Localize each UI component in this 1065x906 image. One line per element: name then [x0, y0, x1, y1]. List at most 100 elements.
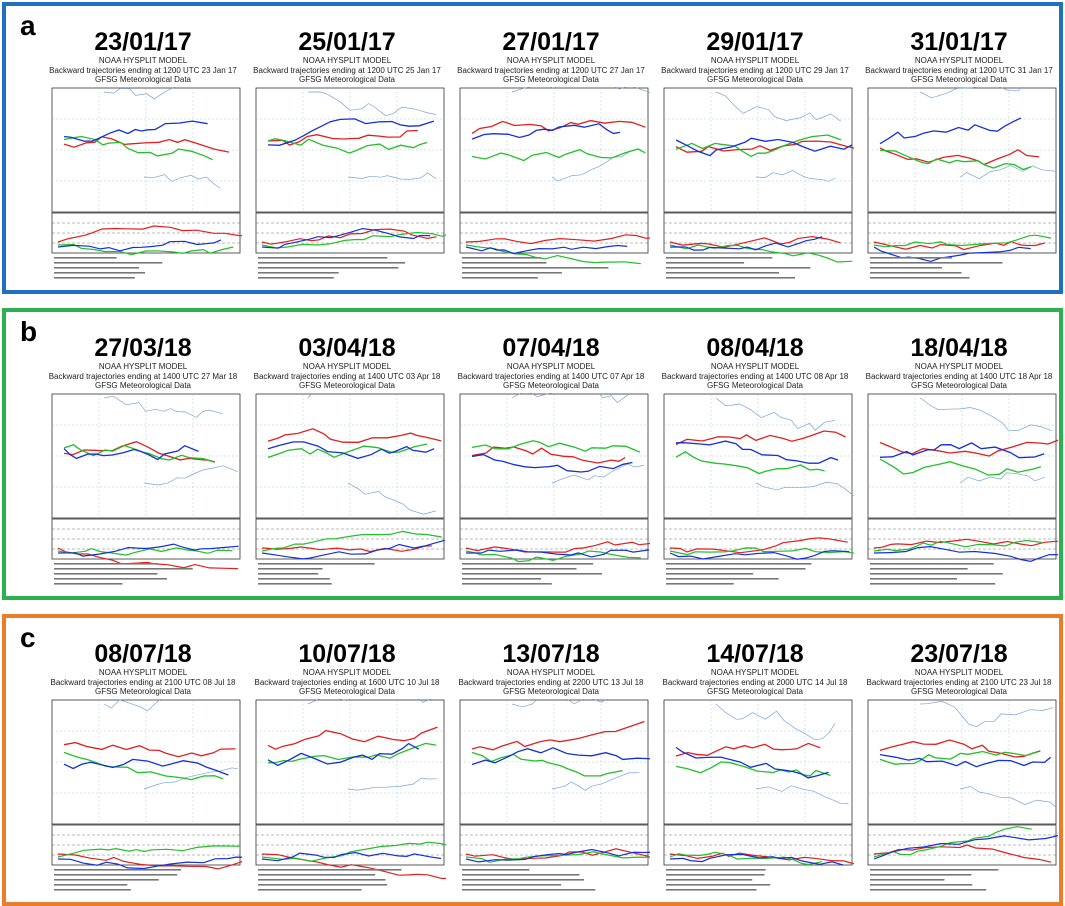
- trajectory-figure: [656, 87, 854, 283]
- panel-date: 10/07/18: [248, 640, 446, 668]
- panel-subtitle: Backward trajectories ending at 1200 UTC…: [860, 66, 1058, 76]
- panel: 23/07/18NOAA HYSPLIT MODELBackward traje…: [860, 640, 1058, 895]
- footer-text: [54, 578, 167, 580]
- panel-date: 07/04/18: [452, 334, 650, 362]
- footer-text: [870, 257, 952, 259]
- footer-text: [258, 583, 332, 585]
- footer-text: [258, 568, 323, 570]
- footer-text: [462, 879, 584, 881]
- panel: 13/07/18NOAA HYSPLIT MODELBackward traje…: [452, 640, 650, 895]
- footer-text: [666, 874, 765, 876]
- met-data: GFSG Meteorological Data: [656, 381, 854, 391]
- footer-text: [870, 889, 986, 891]
- footer-text: [666, 884, 770, 886]
- panel: 27/01/17NOAA HYSPLIT MODELBackward traje…: [452, 28, 650, 283]
- footer-text: [258, 874, 375, 876]
- met-data: GFSG Meteorological Data: [248, 381, 446, 391]
- met-data: GFSG Meteorological Data: [656, 687, 854, 697]
- footer-text: [462, 257, 541, 259]
- footer-text: [666, 573, 753, 575]
- panel: 18/04/18NOAA HYSPLIT MODELBackward traje…: [860, 334, 1058, 589]
- trajectory-figure: [860, 393, 1058, 589]
- footer-text: [666, 889, 756, 891]
- footer-text: [54, 874, 177, 876]
- footer-text: [870, 884, 972, 886]
- footer-text: [258, 267, 398, 269]
- panel-date: 13/07/18: [452, 640, 650, 668]
- model-name: NOAA HYSPLIT MODEL: [860, 668, 1058, 678]
- footer-text: [666, 262, 744, 264]
- panel-date: 03/04/18: [248, 334, 446, 362]
- panel-subtitle: Backward trajectories ending at 1200 UTC…: [656, 66, 854, 76]
- footer-text: [258, 869, 401, 871]
- footer-text: [666, 257, 772, 259]
- footer-text: [54, 277, 135, 279]
- met-data: GFSG Meteorological Data: [248, 75, 446, 85]
- footer-text: [666, 277, 795, 279]
- footer-text: [258, 889, 362, 891]
- footer-text: [666, 272, 779, 274]
- trajectory-figure: [656, 699, 854, 895]
- footer-text: [54, 563, 158, 565]
- footer-text: [258, 573, 318, 575]
- trajectory-figure: [248, 699, 446, 895]
- group: c08/07/18NOAA HYSPLIT MODELBackward traj…: [2, 614, 1063, 906]
- met-data: GFSG Meteorological Data: [44, 687, 242, 697]
- group: a23/01/17NOAA HYSPLIT MODELBackward traj…: [2, 2, 1063, 294]
- panel-subtitle: Backward trajectories ending at 1200 UTC…: [452, 66, 650, 76]
- footer-text: [870, 272, 962, 274]
- footer-text: [870, 568, 968, 570]
- met-data: GFSG Meteorological Data: [44, 75, 242, 85]
- footer-text: [258, 272, 339, 274]
- panel-date: 23/01/17: [44, 28, 242, 56]
- model-name: NOAA HYSPLIT MODEL: [44, 668, 242, 678]
- panel-date: 18/04/18: [860, 334, 1058, 362]
- footer-text: [54, 889, 131, 891]
- met-data: GFSG Meteorological Data: [452, 381, 650, 391]
- model-name: NOAA HYSPLIT MODEL: [656, 668, 854, 678]
- footer-text: [870, 267, 942, 269]
- trajectory-figure: [656, 393, 854, 589]
- group: b27/03/18NOAA HYSPLIT MODELBackward traj…: [2, 308, 1063, 600]
- footer-text: [666, 869, 766, 871]
- model-name: NOAA HYSPLIT MODEL: [656, 56, 854, 66]
- footer-text: [870, 563, 994, 565]
- footer-text: [54, 879, 159, 881]
- model-name: NOAA HYSPLIT MODEL: [44, 56, 242, 66]
- model-name: NOAA HYSPLIT MODEL: [860, 56, 1058, 66]
- trajectory-figure: [44, 699, 242, 895]
- trajectory-figure: [452, 87, 650, 283]
- panel-subtitle: Backward trajectories ending at 2100 UTC…: [860, 678, 1058, 688]
- trajectory-figure: [452, 699, 650, 895]
- panel-subtitle: Backward trajectories ending at 2100 UTC…: [44, 678, 242, 688]
- profile-frame: [460, 519, 648, 559]
- panel-subtitle: Backward trajectories ending at 1600 UTC…: [248, 678, 446, 688]
- profile-frame: [52, 825, 240, 865]
- met-data: GFSG Meteorological Data: [452, 75, 650, 85]
- footer-text: [462, 262, 546, 264]
- panel-date: 23/07/18: [860, 640, 1058, 668]
- model-name: NOAA HYSPLIT MODEL: [452, 668, 650, 678]
- footer-text: [462, 272, 562, 274]
- group-label: b: [20, 316, 37, 348]
- panel-subtitle: Backward trajectories ending at 1400 UTC…: [44, 372, 242, 382]
- footer-text: [870, 578, 957, 580]
- profile-frame: [256, 519, 444, 559]
- trajectory-figure: [44, 393, 242, 589]
- footer-text: [258, 884, 387, 886]
- panel-date: 25/01/17: [248, 28, 446, 56]
- profile-frame: [868, 519, 1056, 559]
- model-name: NOAA HYSPLIT MODEL: [656, 362, 854, 372]
- footer-text: [54, 262, 162, 264]
- footer-text: [666, 563, 811, 565]
- footer-text: [54, 267, 139, 269]
- profile-frame: [52, 519, 240, 559]
- model-name: NOAA HYSPLIT MODEL: [248, 668, 446, 678]
- footer-text: [870, 869, 998, 871]
- footer-text: [462, 563, 593, 565]
- model-name: NOAA HYSPLIT MODEL: [860, 362, 1058, 372]
- footer-text: [870, 573, 1003, 575]
- footer-text: [666, 578, 779, 580]
